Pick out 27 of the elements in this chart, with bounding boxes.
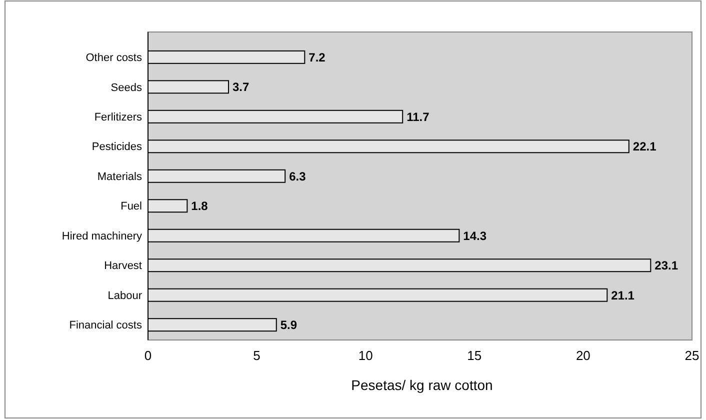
y-tick-label: Hired machinery [62, 230, 142, 242]
y-tick-label: Financial costs [69, 320, 142, 332]
data-label: 6.3 [289, 169, 306, 184]
data-label: 23.1 [654, 258, 678, 273]
data-label: 3.7 [232, 80, 250, 94]
data-label: 14.3 [463, 228, 487, 243]
x-tick-label: 10 [358, 348, 373, 363]
y-tick-label: Other costs [86, 52, 142, 64]
y-tick-label: Fuel [120, 200, 142, 213]
y-tick-label: Pesticides [92, 141, 142, 154]
x-axis-title: Pesetas/ kg raw cotton [351, 377, 493, 393]
data-label: 22.1 [632, 140, 657, 154]
x-tick-label: 5 [253, 348, 260, 363]
y-tick-label: Materials [97, 170, 142, 183]
y-tick-label: Ferlitizers [94, 112, 142, 124]
y-tick-label: Labour [108, 290, 142, 302]
x-tick-label: 0 [144, 348, 152, 363]
x-tick-label: 25 [684, 348, 700, 363]
data-label: 21.1 [611, 288, 635, 302]
y-tick-label: Harvest [104, 260, 142, 272]
data-label: 1.8 [191, 199, 208, 214]
data-label: 5.9 [280, 318, 298, 332]
y-tick-label: Seeds [110, 82, 142, 94]
data-label: 11.7 [406, 110, 430, 124]
data-label: 7.2 [308, 50, 326, 64]
x-tick-label: 15 [467, 348, 482, 363]
x-tick-label: 20 [576, 348, 590, 363]
